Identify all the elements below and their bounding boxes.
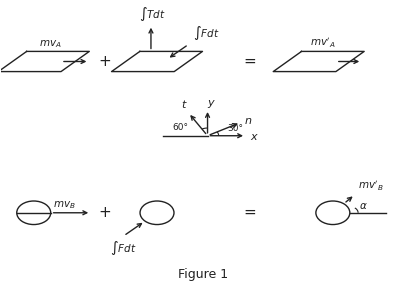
Text: t: t xyxy=(182,100,186,110)
Text: $mv'_A$: $mv'_A$ xyxy=(310,36,335,50)
Text: +: + xyxy=(98,54,111,69)
Text: $mv_B$: $mv_B$ xyxy=(53,199,76,211)
Text: $mv_A$: $mv_A$ xyxy=(39,38,61,50)
Text: Figure 1: Figure 1 xyxy=(178,268,229,282)
Text: $\int Fdt$: $\int Fdt$ xyxy=(193,24,220,42)
Text: =: = xyxy=(244,205,256,220)
Text: $mv'_B$: $mv'_B$ xyxy=(358,179,384,193)
Text: $\int Fdt$: $\int Fdt$ xyxy=(110,239,137,257)
Text: 30°: 30° xyxy=(227,125,243,133)
Text: +: + xyxy=(98,205,111,220)
Text: $\int Tdt$: $\int Tdt$ xyxy=(140,5,166,23)
Text: n: n xyxy=(245,116,252,126)
Text: =: = xyxy=(244,54,256,69)
Text: x: x xyxy=(250,132,256,142)
Text: y: y xyxy=(208,98,214,108)
Text: $\alpha$: $\alpha$ xyxy=(359,201,368,211)
Text: 60°: 60° xyxy=(172,123,188,132)
